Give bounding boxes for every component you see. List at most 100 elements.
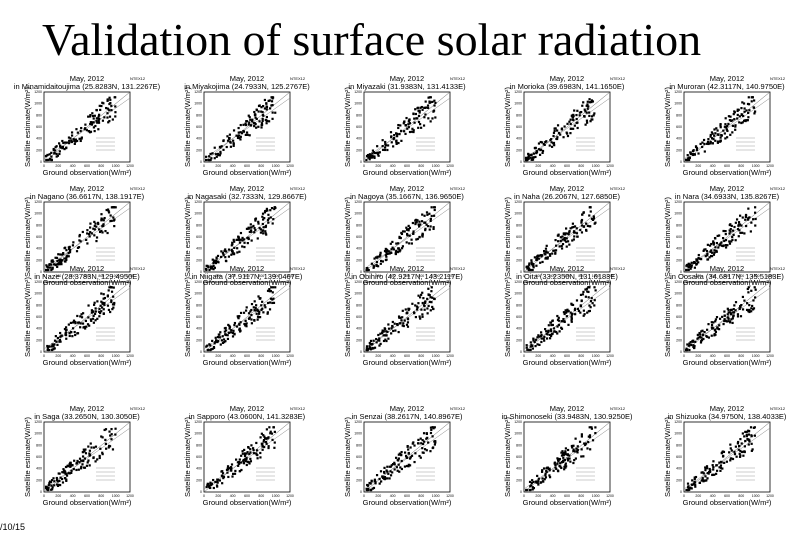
scatter-dot bbox=[212, 261, 215, 265]
scatter-dot bbox=[740, 121, 743, 125]
scatter-dot bbox=[102, 308, 105, 311]
scatter-dot bbox=[98, 104, 101, 107]
scatter-dot bbox=[729, 227, 732, 231]
scatter-dot bbox=[384, 144, 388, 147]
scatter-dot bbox=[57, 262, 60, 265]
scatter-dot bbox=[720, 452, 723, 455]
scatter-dot bbox=[714, 318, 718, 321]
scatter-dot bbox=[420, 220, 424, 223]
scatter-dot bbox=[399, 124, 402, 127]
scatter-dot bbox=[69, 137, 72, 140]
scatter-dot bbox=[254, 306, 257, 310]
scatter-dot bbox=[259, 436, 262, 439]
scatter-dot bbox=[244, 455, 247, 458]
scatter-dot bbox=[68, 334, 71, 338]
scatter-dot bbox=[213, 157, 216, 160]
scatter-dot bbox=[85, 238, 88, 241]
scatter-dot bbox=[110, 299, 113, 302]
scatter-dot bbox=[207, 485, 211, 488]
scatter-dot bbox=[584, 443, 587, 447]
scatter-dot bbox=[546, 256, 549, 259]
x-tick-label: 200 bbox=[55, 274, 61, 278]
y-tick-label: 1200 bbox=[34, 280, 42, 284]
y-tick-label: 1200 bbox=[354, 90, 362, 94]
scatter-dot bbox=[95, 236, 99, 239]
y-tick-label: 1200 bbox=[194, 200, 202, 204]
scatter-dot bbox=[564, 451, 567, 454]
scatter-dot bbox=[696, 258, 699, 262]
scatter-dot bbox=[548, 469, 551, 472]
x-tick-label: 600 bbox=[84, 354, 90, 358]
scatter-dot bbox=[385, 334, 388, 337]
y-tick-label: 600 bbox=[516, 235, 522, 239]
y-axis-label: Satellite estimate(W/m²) bbox=[183, 416, 192, 497]
x-tick-label: 1200 bbox=[766, 274, 774, 278]
scatter-dot bbox=[739, 454, 742, 457]
scatter-dot bbox=[213, 266, 216, 269]
scatter-dot bbox=[60, 253, 64, 256]
scatter-dot bbox=[715, 250, 718, 253]
scatter-dot bbox=[588, 98, 591, 101]
scatter-dot bbox=[50, 151, 53, 154]
scatter-dot bbox=[743, 435, 746, 438]
scatter-dot bbox=[569, 132, 572, 135]
scatter-dot bbox=[273, 206, 276, 209]
scatter-dot bbox=[423, 106, 426, 109]
scatter-dot bbox=[375, 474, 379, 477]
scatter-dot bbox=[580, 299, 583, 302]
scatter-dot bbox=[688, 158, 691, 162]
scatter-dot bbox=[541, 469, 544, 472]
scatter-dot bbox=[704, 475, 707, 478]
scatter-dot bbox=[106, 107, 109, 110]
scatter-dot bbox=[533, 256, 536, 259]
scatter-dot bbox=[570, 444, 573, 448]
scatter-dot bbox=[740, 113, 743, 116]
x-tick-label: 1200 bbox=[446, 494, 454, 498]
scatter-dot bbox=[260, 432, 263, 435]
scatter-dot bbox=[702, 472, 705, 475]
y-tick-label: 400 bbox=[676, 247, 682, 251]
x-tick-label: 400 bbox=[710, 164, 716, 168]
scatter-dot bbox=[270, 207, 274, 210]
scatter-dot bbox=[218, 154, 221, 157]
scatter-dot bbox=[701, 478, 704, 481]
x-tick-label: 1200 bbox=[606, 494, 614, 498]
scatter-dot bbox=[241, 452, 244, 455]
scatter-dot bbox=[98, 230, 102, 234]
scatter-dot bbox=[261, 445, 264, 448]
one-to-one-line bbox=[363, 91, 451, 163]
scatter-dot bbox=[270, 104, 273, 107]
scatter-dot bbox=[53, 347, 56, 350]
scatter-dot bbox=[713, 329, 716, 332]
x-tick-label: 600 bbox=[724, 494, 730, 498]
scatter-dot bbox=[234, 469, 237, 473]
scatter-dot bbox=[365, 347, 369, 350]
scatter-dot bbox=[238, 327, 241, 330]
panel-month: May, 2012 bbox=[230, 74, 264, 83]
scatter-dot bbox=[264, 225, 267, 229]
scatter-dot bbox=[740, 107, 743, 110]
scatter-dot bbox=[556, 136, 559, 139]
x-tick-label: 200 bbox=[535, 494, 541, 498]
scatter-dot bbox=[694, 483, 697, 486]
scatter-dot bbox=[400, 129, 403, 132]
scatter-dot bbox=[51, 266, 54, 269]
x-tick-label: 600 bbox=[244, 354, 250, 358]
scatter-dot bbox=[110, 300, 113, 304]
scatter-dot bbox=[578, 114, 581, 117]
scatter-dot bbox=[583, 108, 586, 111]
scatter-dot bbox=[405, 241, 408, 244]
scatter-dot bbox=[550, 333, 554, 336]
x-tick-label: 800 bbox=[738, 164, 744, 168]
scatter-dot bbox=[556, 469, 560, 472]
y-tick-label: 0 bbox=[200, 160, 202, 164]
scatter-dot bbox=[736, 228, 740, 231]
scatter-dot bbox=[539, 261, 542, 264]
scatter-dot bbox=[693, 476, 696, 479]
scatter-dot bbox=[53, 152, 56, 155]
scatter-dot bbox=[432, 307, 435, 311]
scatter-dot bbox=[395, 142, 398, 145]
scatter-dot bbox=[107, 210, 110, 213]
scatter-dot bbox=[113, 96, 116, 99]
